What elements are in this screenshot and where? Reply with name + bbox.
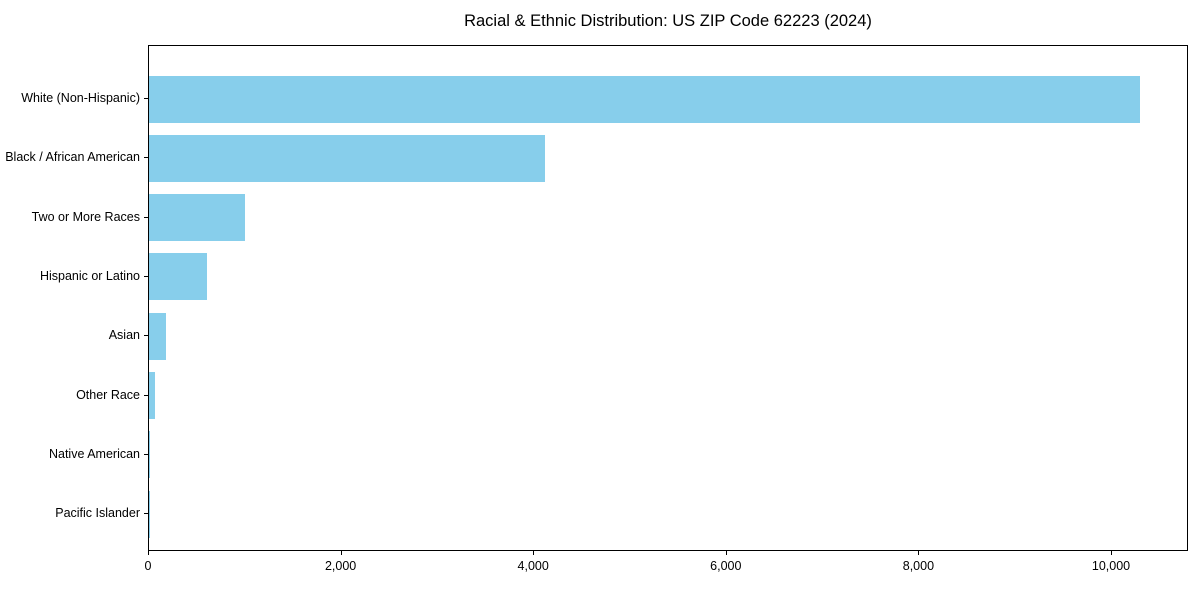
bar-white-non-hispanic bbox=[149, 75, 1140, 123]
y-axis-tick bbox=[144, 513, 148, 515]
x-axis-tick bbox=[725, 551, 727, 555]
x-tick-label: 4,000 bbox=[517, 559, 549, 573]
y-axis-tick bbox=[144, 216, 148, 218]
x-axis-tick bbox=[340, 551, 342, 555]
y-axis-tick bbox=[144, 394, 148, 396]
category-label: Black / African American bbox=[5, 150, 140, 165]
bar-native-american bbox=[149, 431, 150, 479]
x-tick-label: 6,000 bbox=[710, 559, 742, 573]
bar-other-race bbox=[149, 372, 155, 420]
category-label: Native American bbox=[48, 446, 140, 461]
x-axis-tick bbox=[533, 551, 535, 555]
category-label: Hispanic or Latino bbox=[39, 268, 140, 283]
bar-hispanic-or-latino bbox=[149, 253, 208, 301]
category-label: Two or More Races bbox=[31, 209, 140, 224]
x-tick-label: 2,000 bbox=[324, 559, 357, 573]
category-label: Pacific Islander bbox=[55, 506, 140, 521]
bar-asian bbox=[149, 312, 167, 360]
category-label: White (Non-Hispanic) bbox=[21, 91, 140, 105]
y-axis-tick bbox=[144, 98, 148, 99]
y-axis-tick bbox=[144, 275, 148, 277]
category-label: Other Race bbox=[76, 387, 140, 402]
category-label: Asian bbox=[108, 328, 140, 343]
bar-two-or-more-races bbox=[149, 194, 246, 242]
y-axis-tick bbox=[144, 335, 148, 337]
x-tick-label: 8,000 bbox=[902, 559, 935, 573]
bar-pacific-islander bbox=[149, 490, 150, 538]
bar-black-african-american bbox=[149, 134, 545, 182]
plot-area bbox=[148, 45, 1188, 551]
y-axis-tick bbox=[144, 453, 148, 455]
y-axis-tick bbox=[144, 157, 148, 159]
x-tick-label: 0 bbox=[144, 559, 152, 573]
x-axis-tick bbox=[148, 551, 149, 555]
x-tick-label: 10,000 bbox=[1091, 559, 1131, 573]
x-axis-tick bbox=[1111, 551, 1112, 555]
chart-title: Racial & Ethnic Distribution: US ZIP Cod… bbox=[464, 12, 872, 30]
x-axis-tick bbox=[918, 551, 920, 555]
